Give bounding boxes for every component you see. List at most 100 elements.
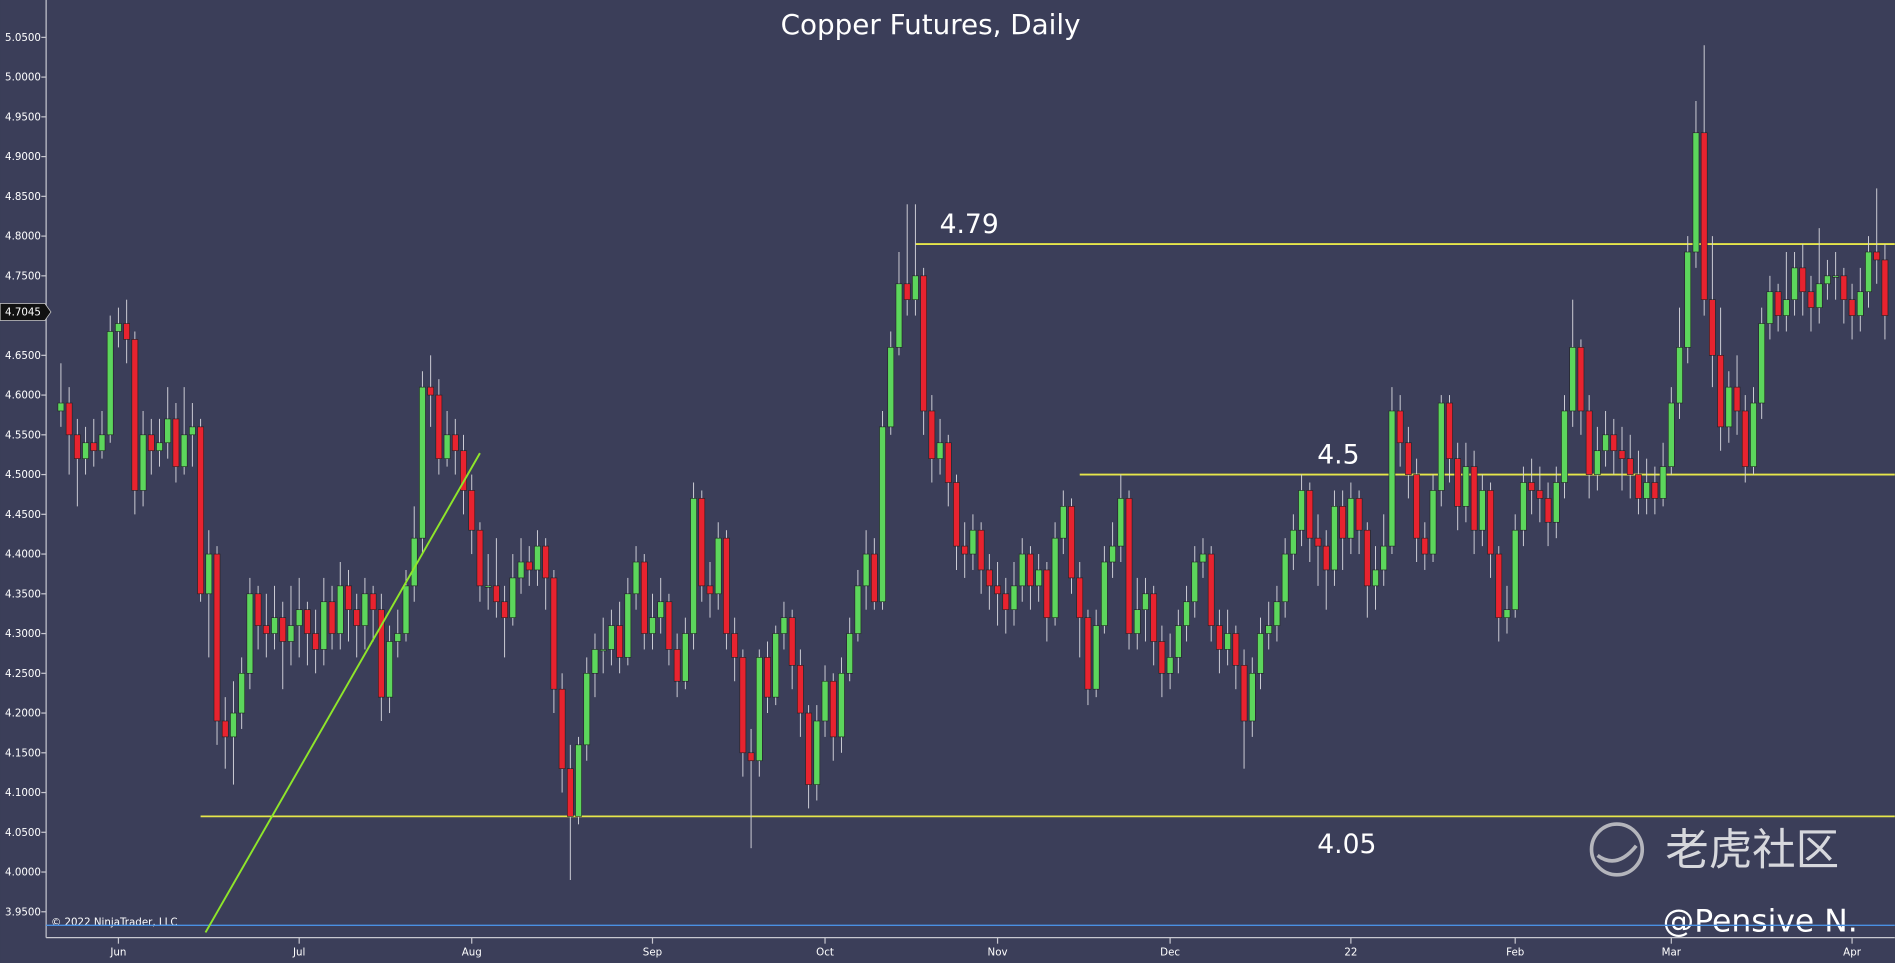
x-tick-label: Dec: [1160, 947, 1180, 959]
x-tick-label: Jun: [109, 947, 126, 959]
candle-body: [1561, 410, 1568, 483]
candle-body: [657, 601, 665, 618]
candle-body: [1248, 672, 1256, 722]
candle-body: [1602, 434, 1609, 452]
candle-body: [1766, 291, 1774, 324]
candle-body: [764, 657, 771, 698]
candle-body: [1774, 291, 1782, 316]
candle-body: [189, 426, 196, 436]
level-label: 4.79: [940, 209, 999, 240]
candle-body: [1824, 275, 1831, 285]
candle-body: [698, 498, 706, 587]
candle-body: [164, 418, 172, 444]
candle-body: [1676, 347, 1683, 404]
candle-body: [1865, 251, 1872, 293]
candle-body: [608, 625, 615, 650]
y-tick-label: 4.5000: [5, 469, 41, 481]
candle-body: [1216, 625, 1223, 650]
candle-body: [1405, 442, 1412, 475]
candle-body: [797, 665, 804, 714]
candle-body: [1002, 593, 1010, 611]
y-tick-label: 4.5500: [5, 429, 41, 441]
candle-body: [1207, 553, 1215, 626]
candle-body: [838, 672, 845, 738]
x-tick-label: Oct: [816, 947, 834, 959]
candle-body: [1355, 498, 1363, 531]
candle-body: [115, 323, 122, 332]
candle-body: [1503, 609, 1511, 618]
candle-body: [1429, 490, 1437, 555]
candle-body: [1240, 665, 1248, 722]
watermark: 老虎社区: [1665, 826, 1839, 876]
candle-body: [1273, 601, 1281, 626]
candle-body: [1298, 490, 1305, 531]
y-tick-label: 4.3500: [5, 588, 41, 600]
candle-body: [419, 386, 426, 539]
candle-body: [1873, 251, 1881, 261]
y-tick-label: 5.0000: [5, 72, 41, 84]
candle-body: [747, 752, 755, 762]
candle-body: [895, 283, 903, 348]
candle-body: [402, 585, 410, 634]
y-tick-label: 4.2500: [5, 668, 41, 680]
candle-body: [320, 601, 328, 650]
candle-body: [1569, 347, 1577, 412]
candle-body: [1043, 569, 1051, 618]
candle-body: [1257, 633, 1264, 674]
candle-body: [1010, 585, 1018, 611]
candle-body: [345, 585, 352, 611]
candle-body: [1692, 132, 1700, 253]
candle-body: [221, 720, 229, 738]
candle-body: [928, 410, 936, 459]
candle-body: [1487, 490, 1494, 555]
candle-body: [1610, 434, 1618, 452]
candle-body: [1750, 402, 1757, 467]
copyright: © 2022 NinjaTrader, LLC: [51, 917, 178, 929]
candle-body: [1150, 593, 1158, 642]
candle-body: [90, 442, 98, 452]
candle-body: [139, 434, 147, 491]
candle-body: [912, 275, 919, 300]
price-tag: [0, 303, 52, 321]
candle-body: [558, 688, 566, 769]
candle-body: [599, 649, 607, 652]
candle-body: [1339, 506, 1346, 539]
candle-body: [1125, 498, 1133, 634]
candle-body: [123, 323, 130, 340]
candle-body: [550, 577, 558, 690]
candle-body: [854, 585, 862, 634]
candle-body: [213, 553, 221, 722]
y-tick-label: 4.0000: [5, 867, 41, 879]
candle-body: [1092, 625, 1100, 690]
candle-body: [616, 625, 623, 658]
candle-body: [1380, 545, 1388, 571]
candle-body: [451, 434, 459, 452]
candle-body: [1051, 537, 1059, 618]
x-tick-label: Sep: [643, 947, 662, 959]
candle-body: [1347, 498, 1355, 539]
candle-body: [1659, 466, 1667, 499]
candle-body: [739, 657, 747, 754]
candle-body: [509, 577, 517, 618]
candle-body: [1133, 609, 1141, 634]
candle-body: [1396, 410, 1404, 444]
candle-body: [427, 386, 434, 396]
candle-body: [706, 585, 714, 595]
candle-body: [1076, 577, 1084, 618]
candle-body: [903, 283, 911, 300]
candle-body: [1117, 498, 1125, 547]
candle-body: [1421, 537, 1429, 555]
candle-body: [1700, 132, 1708, 300]
candle-body: [1306, 490, 1314, 539]
candle-body: [755, 657, 763, 762]
trend-line: [204, 452, 481, 933]
candle-body: [1059, 506, 1067, 539]
candle-body: [640, 561, 648, 634]
x-tick-label: Jul: [292, 947, 305, 959]
candle-body: [65, 402, 73, 436]
candle-body: [369, 593, 377, 611]
candle-body: [1725, 386, 1733, 428]
candle-body: [1232, 633, 1240, 666]
candle-body: [977, 529, 985, 571]
